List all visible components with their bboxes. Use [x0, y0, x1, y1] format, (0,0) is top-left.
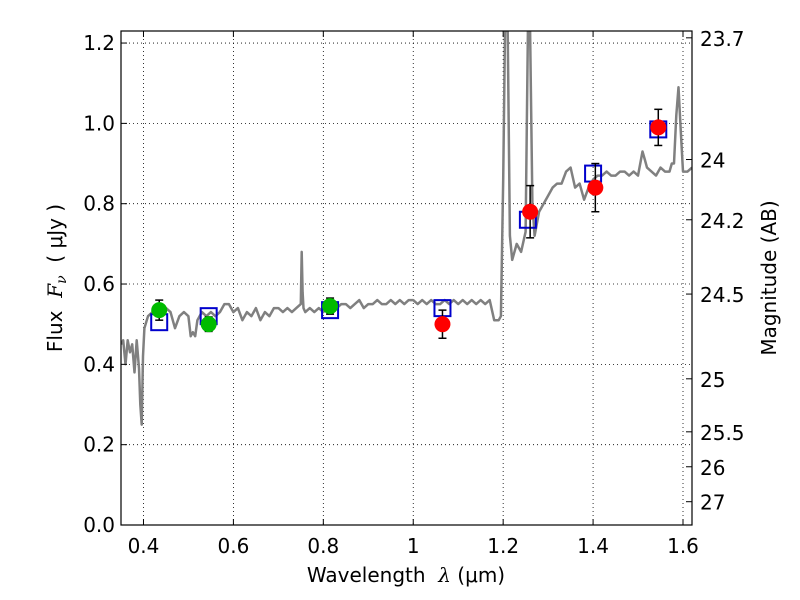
y-tick-label: 0.6 — [83, 272, 115, 296]
y2-tick-label: 26 — [700, 456, 725, 480]
observed-point — [650, 108, 667, 147]
plot-background — [121, 31, 692, 525]
green-data-point — [200, 316, 217, 333]
red-data-point — [434, 316, 451, 333]
red-data-point — [522, 203, 539, 220]
y2-tick-label: 23.7 — [700, 27, 745, 51]
y-tick-label: 0.2 — [83, 433, 115, 457]
y2-tick-label: 27 — [700, 491, 725, 515]
x-axis-ticks: 0.4 0.6 0.8 1 1.2 1.4 1.6 — [128, 31, 699, 558]
y2-tick-label: 24.2 — [700, 209, 745, 233]
y-axis-label-sub: ν — [54, 275, 70, 284]
spectrum-line — [121, 31, 692, 426]
x-axis-label-main: Wavelength — [307, 563, 438, 587]
x-tick-label: 0.4 — [128, 534, 160, 558]
spectrum-layer — [121, 31, 692, 426]
y2-tick-label: 25 — [700, 368, 725, 392]
x-tick-label: 1.4 — [577, 534, 609, 558]
y2-axis-label: Magnitude (AB) — [757, 200, 781, 355]
observed-point — [434, 309, 451, 339]
x-axis-label-var: λ — [437, 563, 451, 587]
y-tick-label: 0.0 — [83, 513, 115, 537]
observed-point — [587, 162, 604, 213]
x-tick-label: 1 — [407, 534, 420, 558]
observed-point — [322, 297, 339, 315]
y2-tick-label: 24.5 — [700, 283, 745, 307]
x-axis-label: Wavelength λ (μm) — [307, 563, 505, 587]
x-tick-label: 0.8 — [307, 534, 339, 558]
observed-point — [151, 299, 168, 321]
y2-tick-label: 25.5 — [700, 421, 745, 445]
observed-point — [522, 184, 539, 239]
green-data-point — [151, 302, 168, 319]
y-axis-label-unit: ( μJy ) — [43, 204, 67, 276]
y-tick-label: 1.2 — [83, 31, 115, 55]
red-data-point — [650, 119, 667, 136]
plot-frame — [120, 30, 693, 526]
y-axis-ticks: 0.0 0.2 0.4 0.6 0.8 1.0 1.2 — [83, 31, 127, 537]
y-tick-label: 0.8 — [83, 192, 115, 216]
red-data-point — [587, 179, 604, 196]
x-tick-label: 1.6 — [667, 534, 699, 558]
y-axis-label-var: F — [43, 283, 67, 299]
observed-point — [200, 316, 217, 333]
y2-axis-ticks: 23.7 24 24.2 24.5 25 25.5 26 27 — [686, 27, 745, 515]
y2-tick-label: 24 — [700, 149, 725, 173]
green-data-point — [322, 298, 339, 315]
observed-points-layer — [151, 108, 667, 339]
x-tick-label: 0.6 — [217, 534, 249, 558]
y-axis-label: Flux Fν ( μJy ) — [43, 204, 70, 352]
x-tick-label: 1.2 — [487, 534, 519, 558]
y-axis-label-main: Flux — [43, 298, 67, 352]
y-tick-label: 1.0 — [83, 111, 115, 135]
y-tick-label: 0.4 — [83, 352, 115, 376]
x-axis-label-unit: (μm) — [451, 563, 505, 587]
